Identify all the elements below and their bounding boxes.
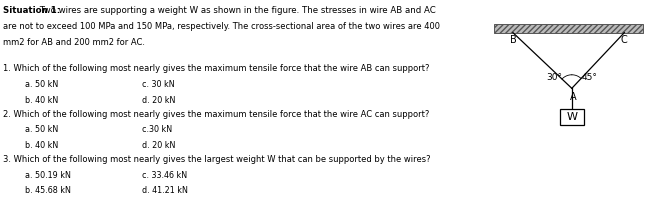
Text: a. 50 kN: a. 50 kN xyxy=(25,125,58,134)
Text: c. 30 kN: c. 30 kN xyxy=(142,80,174,89)
Text: A: A xyxy=(570,92,577,102)
Text: 3. Which of the following most nearly gives the largest weight W that can be sup: 3. Which of the following most nearly gi… xyxy=(3,155,430,164)
Text: 2. Which of the following most nearly gives the maximum tensile force that the w: 2. Which of the following most nearly gi… xyxy=(3,109,429,119)
Text: b. 40 kN: b. 40 kN xyxy=(25,141,58,150)
Text: Situation 1:: Situation 1: xyxy=(3,7,60,15)
Text: b. 45.68 kN: b. 45.68 kN xyxy=(25,186,70,195)
Text: d. 41.21 kN: d. 41.21 kN xyxy=(142,186,187,195)
Text: 30°: 30° xyxy=(546,73,562,83)
Text: c.30 kN: c.30 kN xyxy=(142,125,172,134)
Text: a. 50 kN: a. 50 kN xyxy=(25,80,58,89)
Bar xyxy=(494,24,643,33)
Text: d. 20 kN: d. 20 kN xyxy=(142,141,175,150)
Bar xyxy=(560,109,584,125)
Text: a. 50.19 kN: a. 50.19 kN xyxy=(25,170,70,180)
Text: mm2 for AB and 200 mm2 for AC.: mm2 for AB and 200 mm2 for AC. xyxy=(3,38,145,47)
Text: b. 40 kN: b. 40 kN xyxy=(25,95,58,105)
Text: 1. Which of the following most nearly gives the maximum tensile force that the w: 1. Which of the following most nearly gi… xyxy=(3,64,429,73)
Text: are not to exceed 100 MPa and 150 MPa, respectively. The cross-sectional area of: are not to exceed 100 MPa and 150 MPa, r… xyxy=(3,22,440,31)
Text: d. 20 kN: d. 20 kN xyxy=(142,95,175,105)
Text: B: B xyxy=(510,35,516,45)
Text: 45°: 45° xyxy=(581,73,597,83)
Text: Two wires are supporting a weight W as shown in the figure. The stresses in wire: Two wires are supporting a weight W as s… xyxy=(37,7,436,15)
Text: c. 33.46 kN: c. 33.46 kN xyxy=(142,170,187,180)
Text: C: C xyxy=(621,35,628,45)
Text: W: W xyxy=(566,112,577,122)
